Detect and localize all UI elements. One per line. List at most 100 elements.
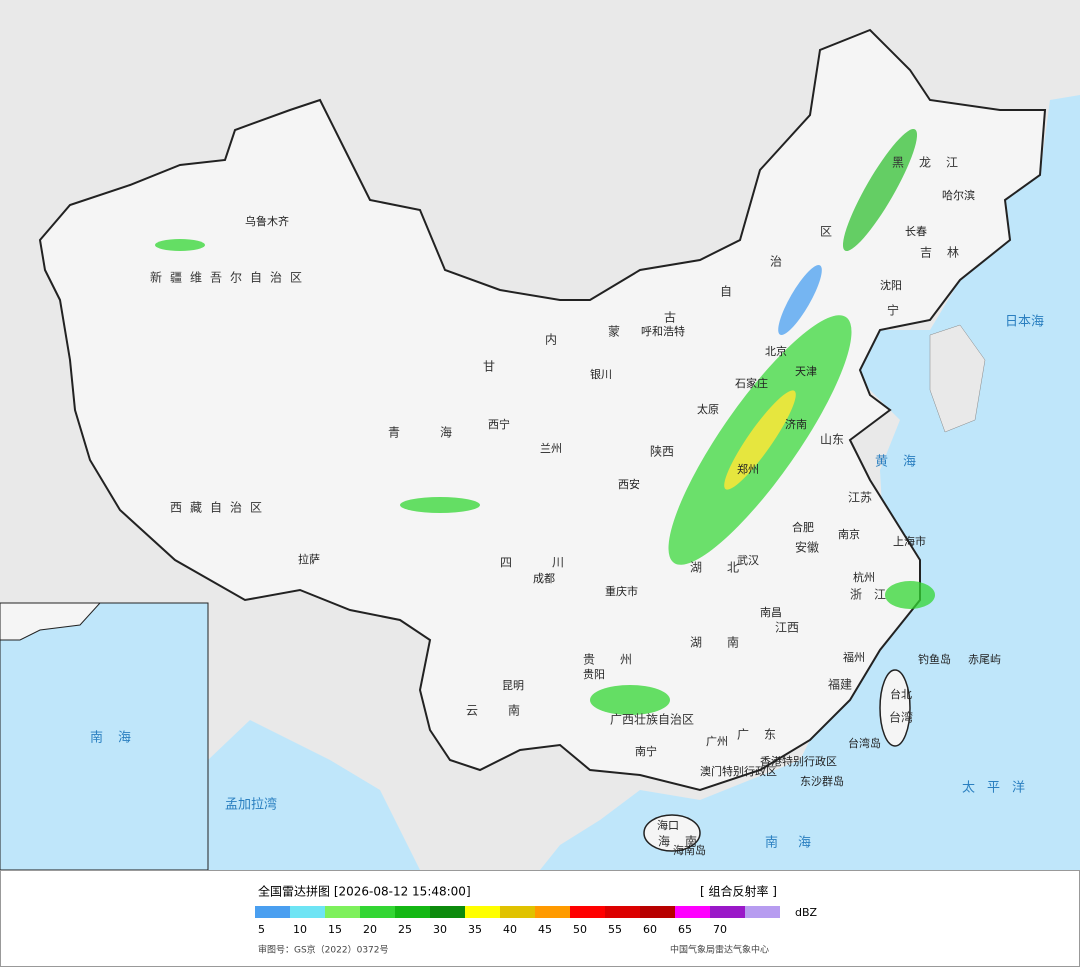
place-label: 海口 [657, 818, 679, 832]
legend-swatch [570, 906, 605, 918]
place-label: 赤尾屿 [968, 653, 1001, 666]
place-label: 广东 [737, 728, 791, 742]
place-label: 蒙 [608, 325, 620, 339]
legend-swatch [605, 906, 640, 918]
place-label: 云南 [466, 703, 550, 718]
korea [929, 324, 986, 433]
hainan [643, 814, 701, 852]
place-label: 治 [770, 255, 782, 269]
legend-swatch [745, 906, 780, 918]
legend-swatch [500, 906, 535, 918]
place-label: 哈尔滨 [942, 188, 975, 202]
legend-title: 全国雷达拼图 [2026-08-12 15:48:00] [258, 884, 471, 899]
legend-level-label: 45 [538, 923, 552, 936]
place-label: 台湾岛 [848, 736, 881, 750]
legend-swatch [290, 906, 325, 918]
place-label: 天津 [795, 365, 817, 378]
radar-echo [590, 685, 670, 715]
legend-swatch [710, 906, 745, 918]
place-label: 上海市 [893, 534, 926, 548]
south-sea-inset [0, 602, 209, 871]
place-label: 北京 [765, 344, 787, 358]
place-label: 福建 [828, 677, 852, 692]
place-label: 内 [545, 333, 557, 347]
place-label: 武汉 [737, 554, 759, 567]
place-label: 广西壮族自治区 [610, 713, 694, 727]
place-label: 台北 [890, 687, 912, 701]
place-label: 南海 [90, 730, 146, 746]
legend-swatch [360, 906, 395, 918]
radar-echo [400, 497, 480, 513]
place-label: 东沙群岛 [800, 774, 844, 788]
place-label: 安徽 [795, 540, 819, 555]
legend-level-label: 20 [363, 923, 377, 936]
place-label: 西藏自治区 [170, 501, 270, 515]
place-label: 西宁 [488, 417, 510, 431]
place-label: 广州 [706, 735, 728, 748]
legend-level-label: 50 [573, 923, 587, 936]
place-label: 古 [664, 310, 676, 325]
place-label: 新疆维吾尔自治区 [150, 270, 310, 285]
place-label: 黑龙江 [892, 156, 973, 170]
place-label: 石家庄 [735, 376, 768, 390]
place-label: 四川 [500, 556, 604, 570]
legend-swatch [535, 906, 570, 918]
place-label: 孟加拉湾 [225, 797, 277, 813]
place-label: 黄海 [875, 455, 931, 470]
legend-level-label: 30 [433, 923, 447, 936]
radar-echo [842, 128, 918, 252]
place-label: 香港特别行政区 [760, 754, 837, 768]
place-label: 日本海 [1005, 315, 1044, 330]
place-label: 江苏 [848, 491, 872, 505]
place-label: 贵州 [583, 653, 657, 667]
place-label: 拉萨 [298, 552, 320, 566]
legend-panel [0, 870, 1080, 967]
source: 中国气象局雷达气象中心 [670, 944, 769, 956]
place-label: 昆明 [502, 679, 524, 692]
place-label: 合肥 [792, 520, 814, 534]
radar-echo [155, 239, 205, 251]
place-label: 南昌 [760, 606, 782, 619]
legend-level-label: 5 [258, 923, 265, 936]
place-label: 长春 [905, 225, 927, 238]
place-label: 贵阳 [583, 668, 605, 681]
place-label: 郑州 [737, 462, 759, 476]
legend-level-label: 15 [328, 923, 342, 936]
legend-level-label: 65 [678, 923, 692, 936]
place-label: 山东 [820, 433, 844, 447]
place-label: 西安 [618, 477, 640, 491]
taiwan [879, 669, 911, 747]
legend-swatch [430, 906, 465, 918]
place-label: 福州 [843, 650, 865, 664]
place-label: 吉林 [920, 246, 974, 260]
inset-land [0, 602, 102, 641]
legend-product: [ 组合反射率 ] [700, 884, 777, 899]
place-label: 钓鱼岛 [918, 652, 951, 666]
place-label: 呼和浩特 [641, 324, 685, 338]
legend-level-label: 40 [503, 923, 517, 936]
place-label: 银川 [590, 367, 612, 381]
legend-swatch [255, 906, 290, 918]
place-label: 南宁 [635, 744, 657, 758]
place-label: 杭州 [853, 570, 875, 584]
radar-echoes [155, 128, 935, 715]
place-label: 海南岛 [673, 843, 706, 857]
place-label: 成都 [533, 572, 555, 585]
place-label: 浙江 [850, 588, 898, 602]
legend-swatch [675, 906, 710, 918]
legend-swatch [395, 906, 430, 918]
place-label: 区 [820, 225, 832, 239]
place-label: 宁 [887, 303, 899, 318]
legend-swatch [640, 906, 675, 918]
place-label: 济南 [785, 417, 807, 431]
place-label: 陕西 [650, 444, 674, 459]
place-label: 沈阳 [880, 278, 902, 292]
place-label: 南京 [838, 527, 860, 541]
radar-echo [778, 265, 822, 335]
place-label: 太原 [697, 403, 719, 416]
sea [208, 720, 420, 870]
approval-number: 审图号：GS京（2022）0372号 [258, 944, 389, 956]
radar-echo [724, 390, 796, 490]
